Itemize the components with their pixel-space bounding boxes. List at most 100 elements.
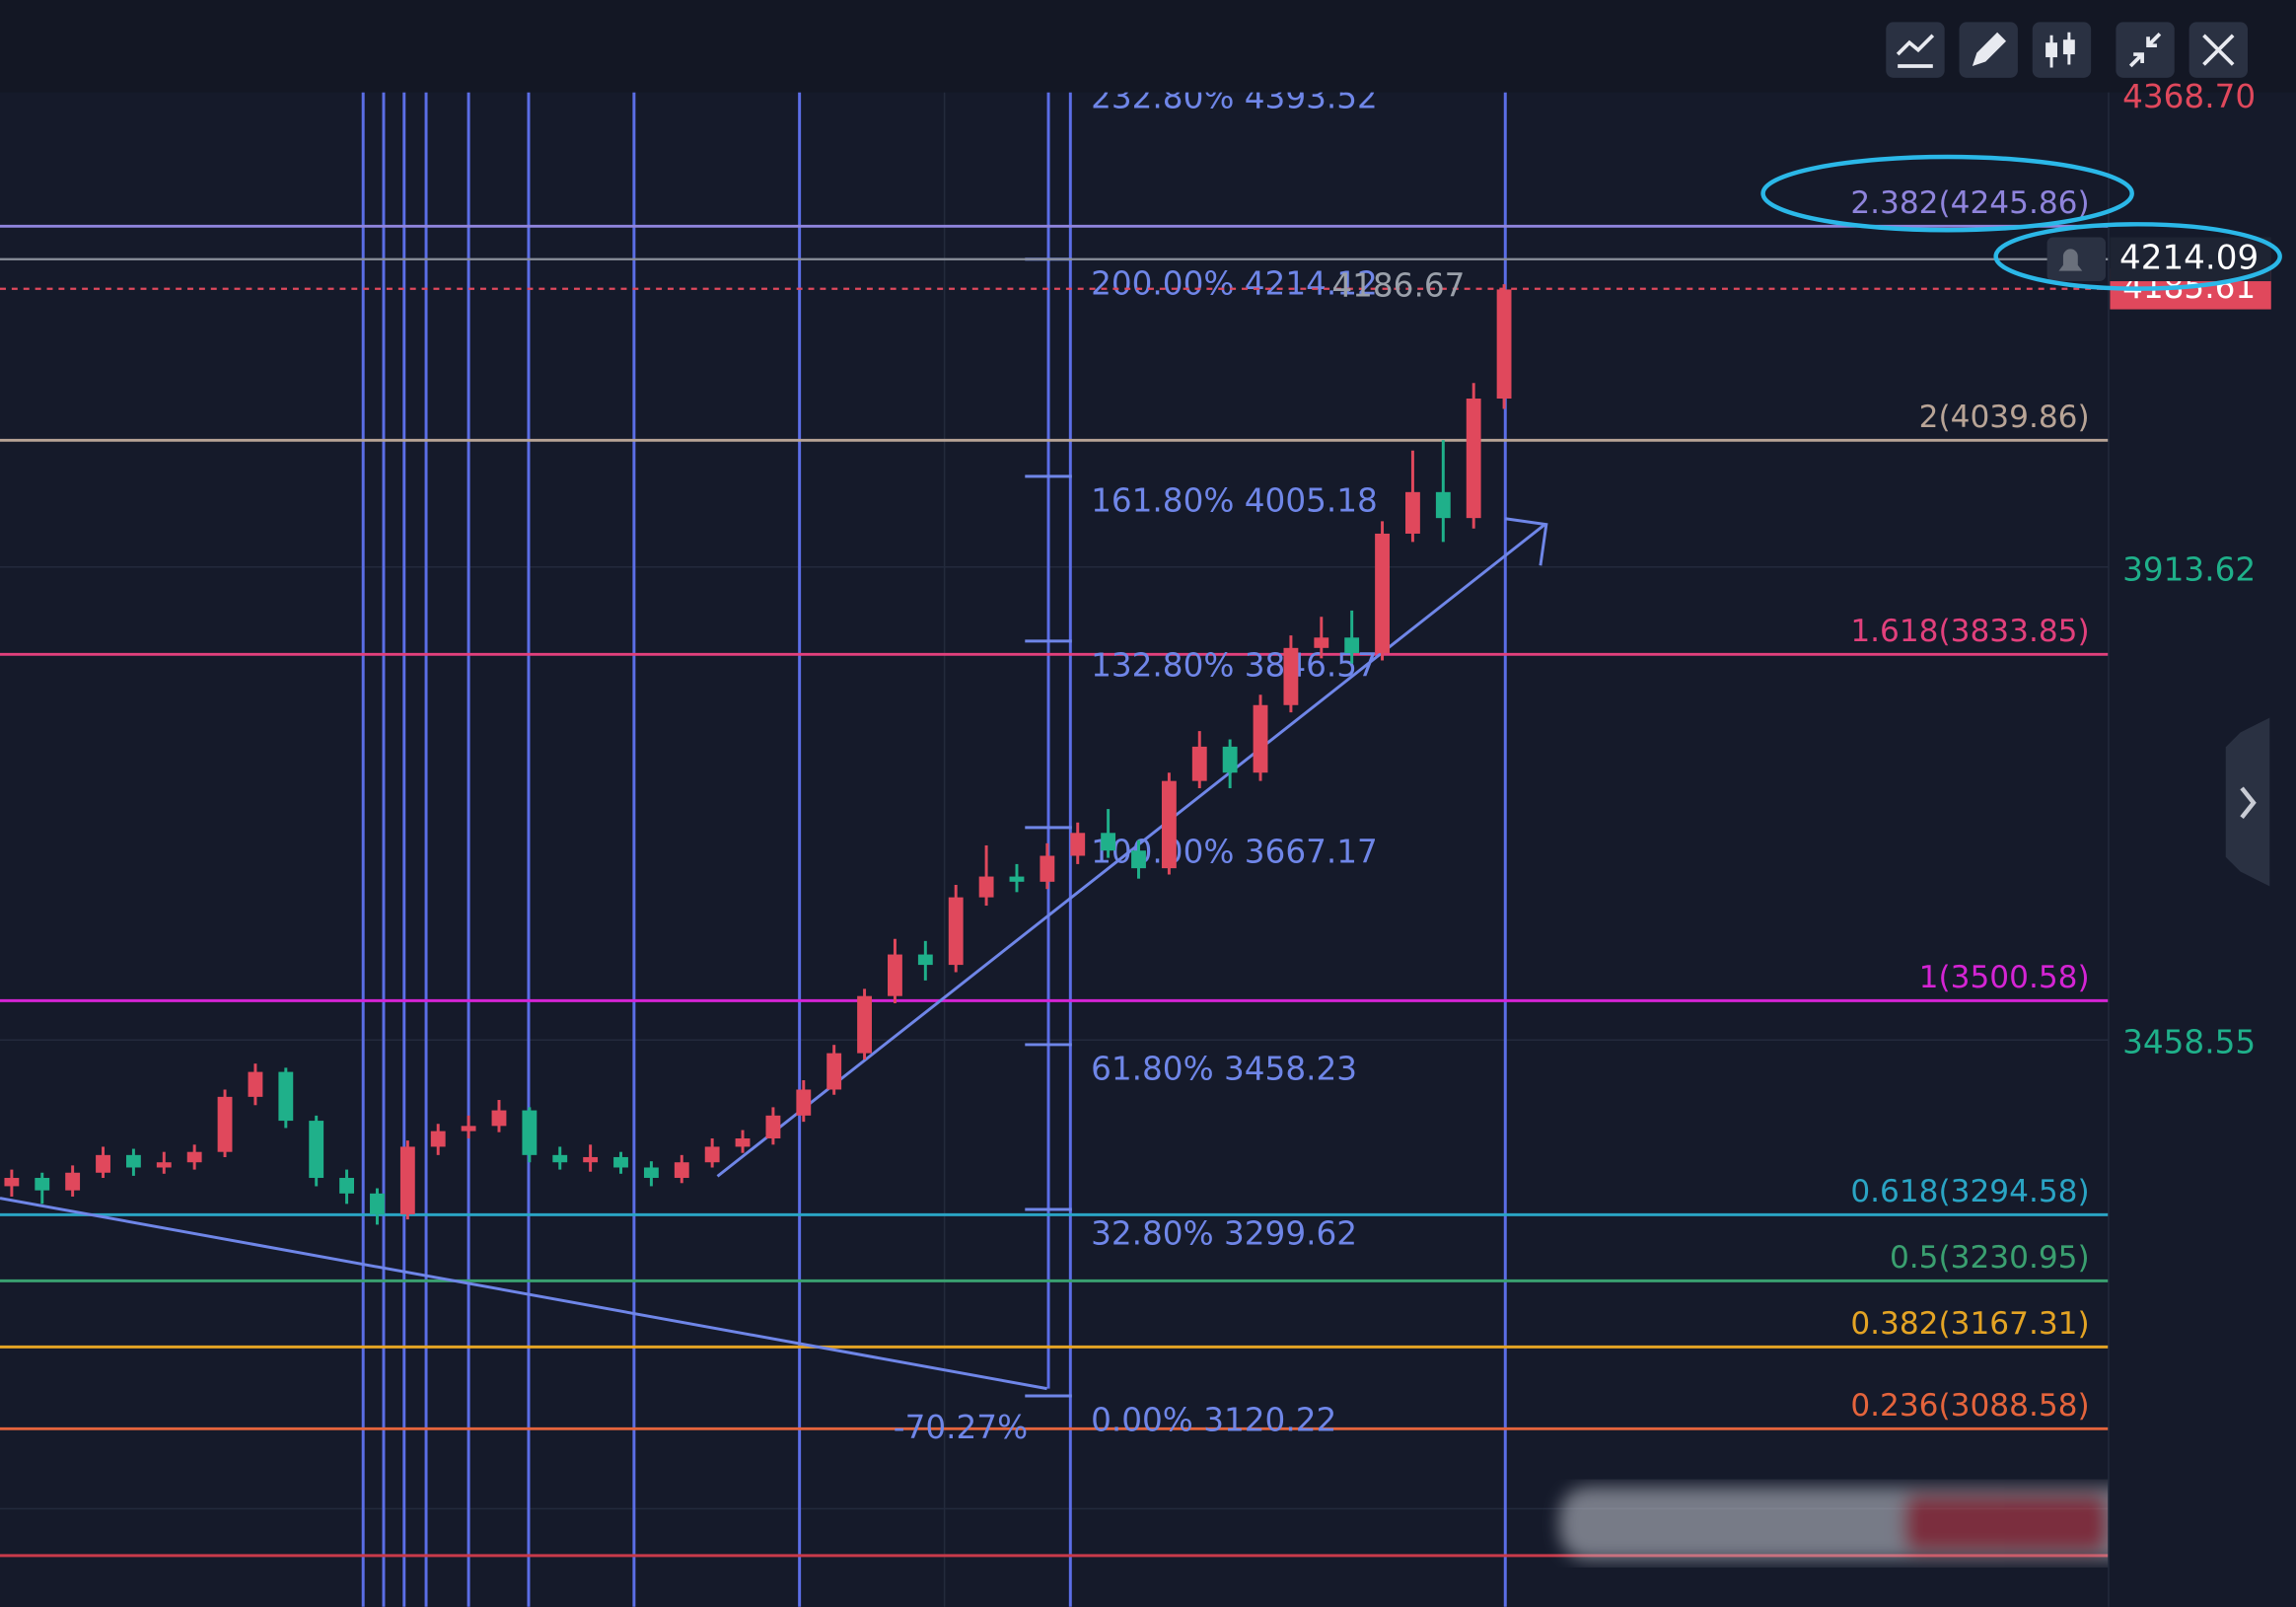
watermark-blur (1903, 1494, 2109, 1553)
close-button[interactable] (2188, 22, 2249, 78)
candle-body (978, 876, 994, 898)
candle-body (643, 1167, 659, 1179)
candle-body (248, 1071, 263, 1097)
bell-icon (2058, 249, 2083, 271)
candle-body (1131, 850, 1146, 869)
price-line-text: 4214.09 (2119, 238, 2259, 277)
candle-body (1040, 855, 1055, 882)
extension-label: 0.00% 3120.22 (1091, 1402, 1336, 1439)
candle-body (948, 897, 964, 966)
draw-button[interactable] (1959, 22, 2018, 78)
candle-body (1101, 833, 1116, 851)
grid (0, 92, 2109, 1607)
candle-body (583, 1156, 599, 1163)
candle-body (491, 1110, 507, 1127)
fib-label: 2(4039.86) (1919, 400, 2090, 435)
fib-label: 0.382(3167.31) (1850, 1306, 2089, 1342)
candle-body (96, 1154, 110, 1173)
indicator-button[interactable] (1886, 22, 1945, 78)
top-bar (0, 0, 2296, 93)
extension-label: 61.80% 3458.23 (1091, 1051, 1357, 1088)
candle-body (1283, 647, 1299, 705)
candle-body (217, 1096, 233, 1152)
fib-extension: 232.80% 4393.52 200.00% 4214.12 161.80% 40… (1025, 79, 1378, 1439)
fib-label: 1(3500.58) (1919, 960, 2090, 995)
arrow-head (1505, 517, 1548, 566)
candle-body (1253, 704, 1268, 773)
fib-label: 0.618(3294.58) (1850, 1174, 2089, 1209)
candle-body (765, 1115, 781, 1138)
plot-area: 2.382(4245.86) 2(4039.86) 1.618(3833.85) 1(… (0, 79, 2109, 1607)
candle-body (613, 1156, 628, 1168)
extension-label: 32.80% 3299.62 (1091, 1215, 1357, 1253)
candle-body (1070, 833, 1086, 856)
candle-body (796, 1089, 812, 1116)
candle-body (430, 1131, 446, 1147)
extension-label: 232.80% 4393.52 (1091, 79, 1378, 116)
side-tab[interactable] (2225, 717, 2270, 887)
y-tick-label: 3913.62 (2122, 550, 2256, 588)
candles: 4186.67 (4, 267, 1512, 1225)
extension-label: 132.80% 3846.57 (1091, 647, 1378, 685)
candle-body (826, 1053, 842, 1090)
high-label: 4186.67 (1331, 267, 1465, 305)
candle-body (857, 995, 872, 1054)
highlights (1760, 154, 2282, 291)
candle-body (339, 1178, 354, 1194)
candle-body (674, 1162, 689, 1179)
collapse-button[interactable] (2116, 22, 2175, 78)
candle-body (1466, 399, 1481, 519)
y-tick-label: 4368.70 (2122, 78, 2256, 115)
candle-body (35, 1178, 50, 1191)
candle-type-button[interactable] (2032, 22, 2092, 78)
candle-body (186, 1151, 202, 1163)
price-line-badge (2110, 237, 2271, 282)
candle-body (370, 1193, 385, 1214)
candle-body (278, 1071, 294, 1122)
extension-label: 161.80% 4005.18 (1091, 482, 1378, 520)
fib-label: 0.236(3088.58) (1850, 1388, 2089, 1424)
fib-levels: 2.382(4245.86) 2(4039.86) 1.618(3833.85) 1(… (0, 185, 2109, 1430)
y-tick-label: 3458.55 (2122, 1024, 2256, 1061)
candle-body (399, 1146, 415, 1214)
candle-body (1344, 637, 1360, 654)
candle-body (1009, 876, 1025, 882)
highlight-ellipse (1760, 154, 2134, 233)
fib-label: 1.618(3833.85) (1850, 614, 2089, 649)
fib-label: 0.5(3230.95) (1890, 1240, 2090, 1276)
candle-body (461, 1126, 476, 1132)
trend-line (0, 1197, 1047, 1391)
candle-body (1405, 491, 1420, 534)
candle-body (704, 1146, 720, 1163)
candle-body (522, 1110, 538, 1155)
candle-body (1314, 637, 1329, 648)
candle-body (1222, 746, 1238, 773)
candle-body (1161, 780, 1177, 869)
highlight-ellipse (1993, 222, 2282, 291)
watermark (1559, 1487, 2109, 1561)
fib-label: 2.382(4245.86) (1850, 185, 2089, 221)
candle-body (1375, 533, 1390, 654)
candle-body (1496, 289, 1512, 400)
candle-body (1435, 491, 1451, 519)
candle-body (552, 1154, 568, 1163)
candle-body (1191, 746, 1207, 781)
toolbar (1886, 22, 2249, 78)
candle-body (917, 954, 933, 966)
candle-body (309, 1121, 324, 1179)
candle-body (65, 1172, 81, 1191)
candle-body (4, 1178, 20, 1187)
candle-body (888, 954, 902, 996)
range-label: -70.27% (894, 1409, 1028, 1446)
trend-lines (0, 517, 1548, 1391)
candle-body (125, 1154, 141, 1168)
candle-body (735, 1137, 751, 1147)
trend-line (716, 523, 1546, 1178)
candle-body (156, 1162, 172, 1168)
price-lines (0, 257, 2109, 290)
extension-label: 200.00% 4214.12 (1091, 264, 1378, 302)
